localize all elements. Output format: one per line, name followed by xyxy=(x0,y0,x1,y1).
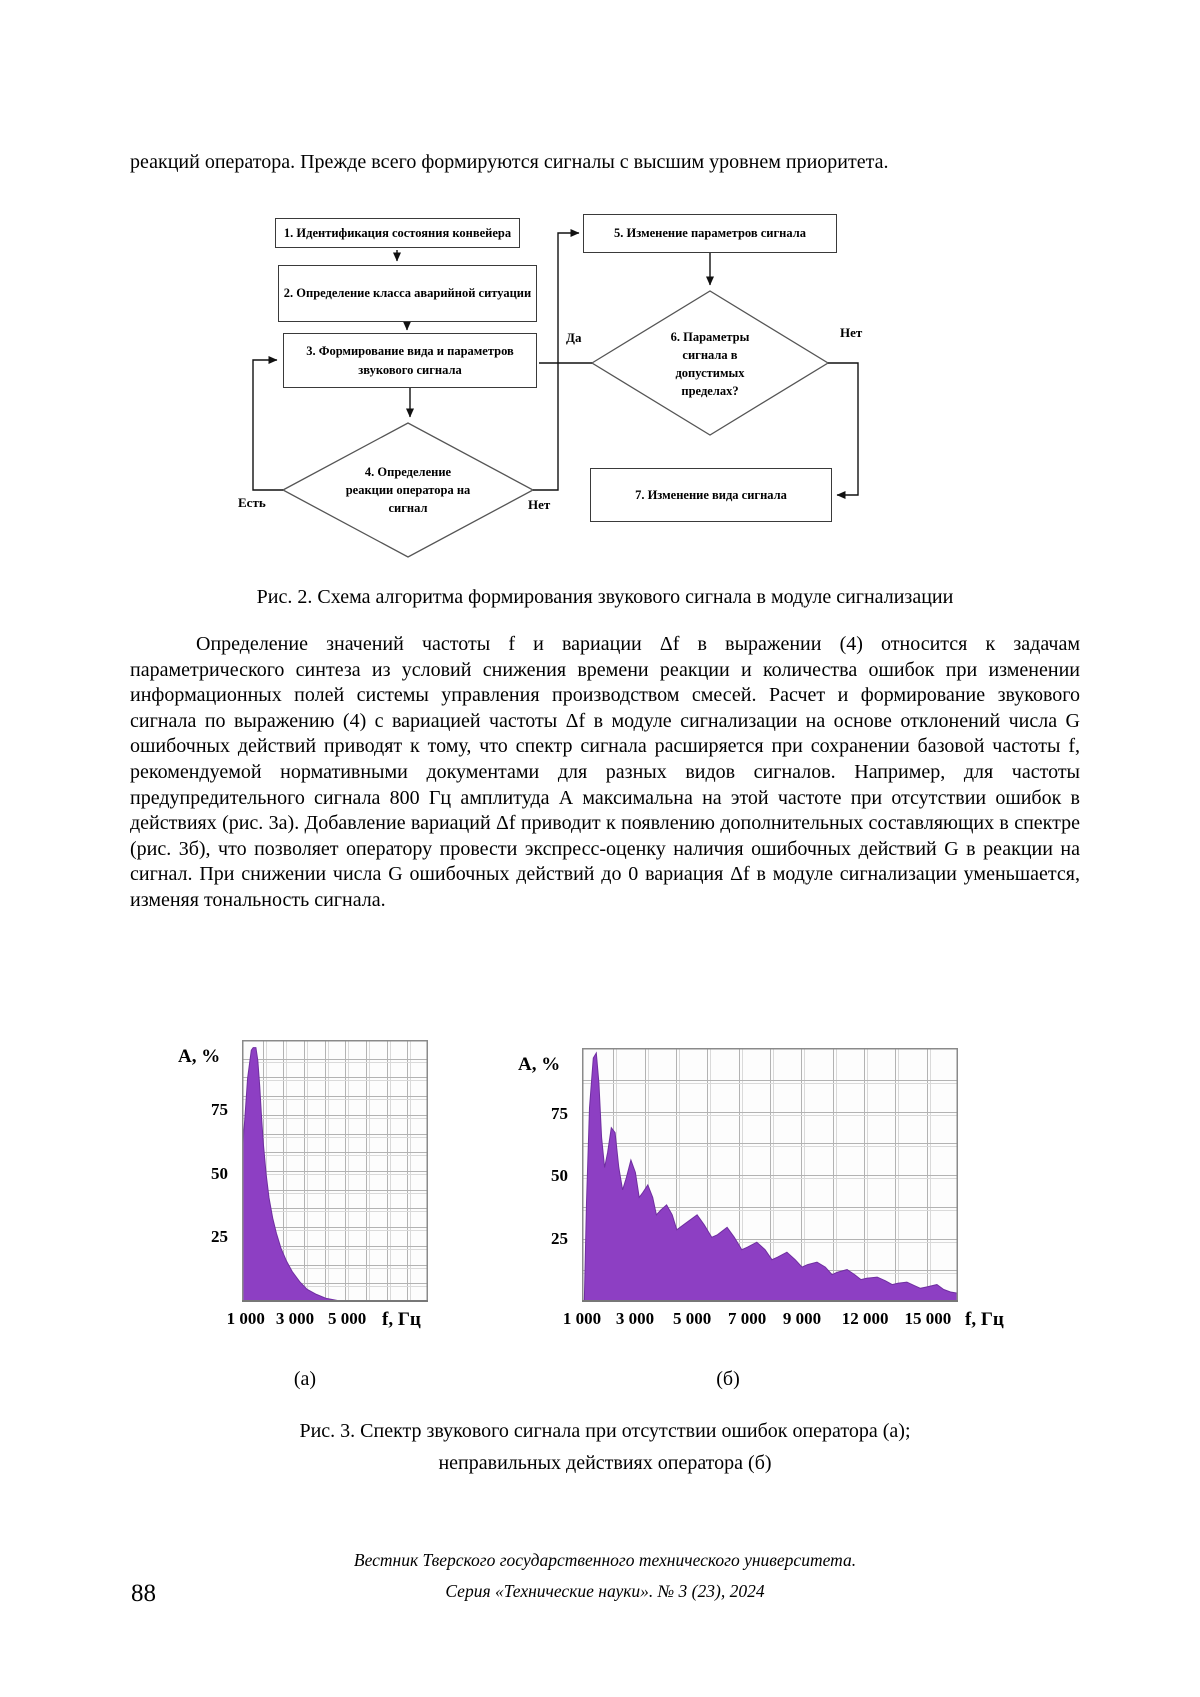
edge-label-da: Да xyxy=(566,330,582,345)
chart-a-x-axis-label: f, Гц xyxy=(382,1309,421,1330)
flowchart-box-7: 7. Изменение вида сигнала xyxy=(590,468,832,522)
spectrum-area xyxy=(242,1047,347,1302)
figure3-caption: Рис. 3. Спектр звукового сигнала при отс… xyxy=(130,1415,1080,1480)
flowchart-box-1: 1. Идентификация состояния конвейера xyxy=(275,218,520,248)
flowchart-diamond-6-label: 6. Параметры сигнала в допустимых предел… xyxy=(670,329,750,399)
y-tick-label: 50 xyxy=(211,1163,228,1183)
chart-b-y-axis-label: A, % xyxy=(518,1054,561,1075)
body-paragraph: Определение значений частоты f и вариаци… xyxy=(130,633,1080,911)
x-tick-label: 5 000 xyxy=(673,1309,712,1328)
edge-6-net-7 xyxy=(828,362,859,499)
figure3-caption-line1: Рис. 3. Спектр звукового сигнала при отс… xyxy=(299,1420,911,1442)
chart-b-plot xyxy=(582,1048,958,1302)
edge-4-net-5 xyxy=(533,229,580,491)
y-tick-label: 25 xyxy=(211,1227,228,1247)
edge-label-net-bottom: Нет xyxy=(528,497,551,512)
x-tick-label: 9 000 xyxy=(782,1309,822,1328)
spectrum-area xyxy=(583,1051,958,1302)
chart-a-x-ticks: 1 000 3 000 5 000 xyxy=(227,1302,428,1332)
x-tick-label: 5 000 xyxy=(327,1309,367,1328)
top-paragraph: реакций оператора. Прежде всего формирую… xyxy=(130,151,889,173)
chart-a-plot xyxy=(242,1040,428,1302)
chart-a-y-axis-label: A, % xyxy=(178,1046,221,1067)
x-tick-label: 7 000 xyxy=(727,1309,767,1328)
flowchart-box-2: 2. Определение класса аварийной ситуации xyxy=(278,265,537,322)
chart-b: A, % 75 50 25 1 000 3 000 5 000 7 000 9 000 12 … xyxy=(518,1048,1004,1330)
y-tick-label: 50 xyxy=(551,1166,568,1186)
edge-label-net-right: Нет xyxy=(840,325,863,340)
chart-b-y-ticks: 75 50 25 xyxy=(526,1048,568,1302)
x-tick-label: 3 000 xyxy=(615,1309,655,1328)
chart-a-y-ticks: 75 50 25 xyxy=(186,1040,228,1302)
y-tick-label: 25 xyxy=(551,1228,568,1248)
flowchart-connectors xyxy=(252,229,859,558)
chart-a-subcaption: (а) xyxy=(293,1368,317,1390)
flowchart-box-5: 5. Изменение параметров сигнала xyxy=(583,214,837,253)
flowchart-box-3: 3. Формирование вида и параметров звуков… xyxy=(283,333,537,388)
x-tick-label: 1 000 xyxy=(562,1309,602,1328)
edge-label-est: Есть xyxy=(238,495,266,510)
figure3-caption-line2: неправильных действиях оператора (б) xyxy=(438,1452,772,1475)
edge-4-est-3 xyxy=(252,356,283,491)
journal-footer: Вестник Тверского государственного техни… xyxy=(130,1545,1080,1606)
chart-b-subcaption: (б) xyxy=(716,1368,740,1390)
y-tick-label: 75 xyxy=(211,1100,228,1120)
chart-b-x-axis-label: f, Гц xyxy=(965,1309,1004,1330)
footer-line1: Вестник Тверского государственного техни… xyxy=(353,1550,857,1570)
x-tick-label: 12 000 xyxy=(841,1309,889,1328)
x-tick-label: 3 000 xyxy=(275,1309,315,1328)
chart-a: A, % 75 50 25 1 000 3 000 5 000 f, Гц xyxy=(178,1040,428,1330)
flowchart-diamond-4-label: 4. Определение реакции оператора на сигн… xyxy=(345,464,471,516)
chart-b-x-ticks: 1 000 3 000 5 000 7 000 9 000 12 000 15 000 xyxy=(563,1302,958,1332)
figure2-caption: Рис. 2. Схема алгоритма формирования зву… xyxy=(256,586,954,608)
y-tick-label: 75 xyxy=(551,1104,568,1124)
x-tick-label: 15 000 xyxy=(904,1309,952,1328)
figure2-flowchart: 1. Идентификация состояния конвейера 2. … xyxy=(130,205,1090,565)
footer-line2: Серия «Технические науки». № 3 (23), 202… xyxy=(445,1580,765,1601)
page-number: 88 xyxy=(131,1580,156,1607)
x-tick-label: 1 000 xyxy=(226,1309,265,1328)
